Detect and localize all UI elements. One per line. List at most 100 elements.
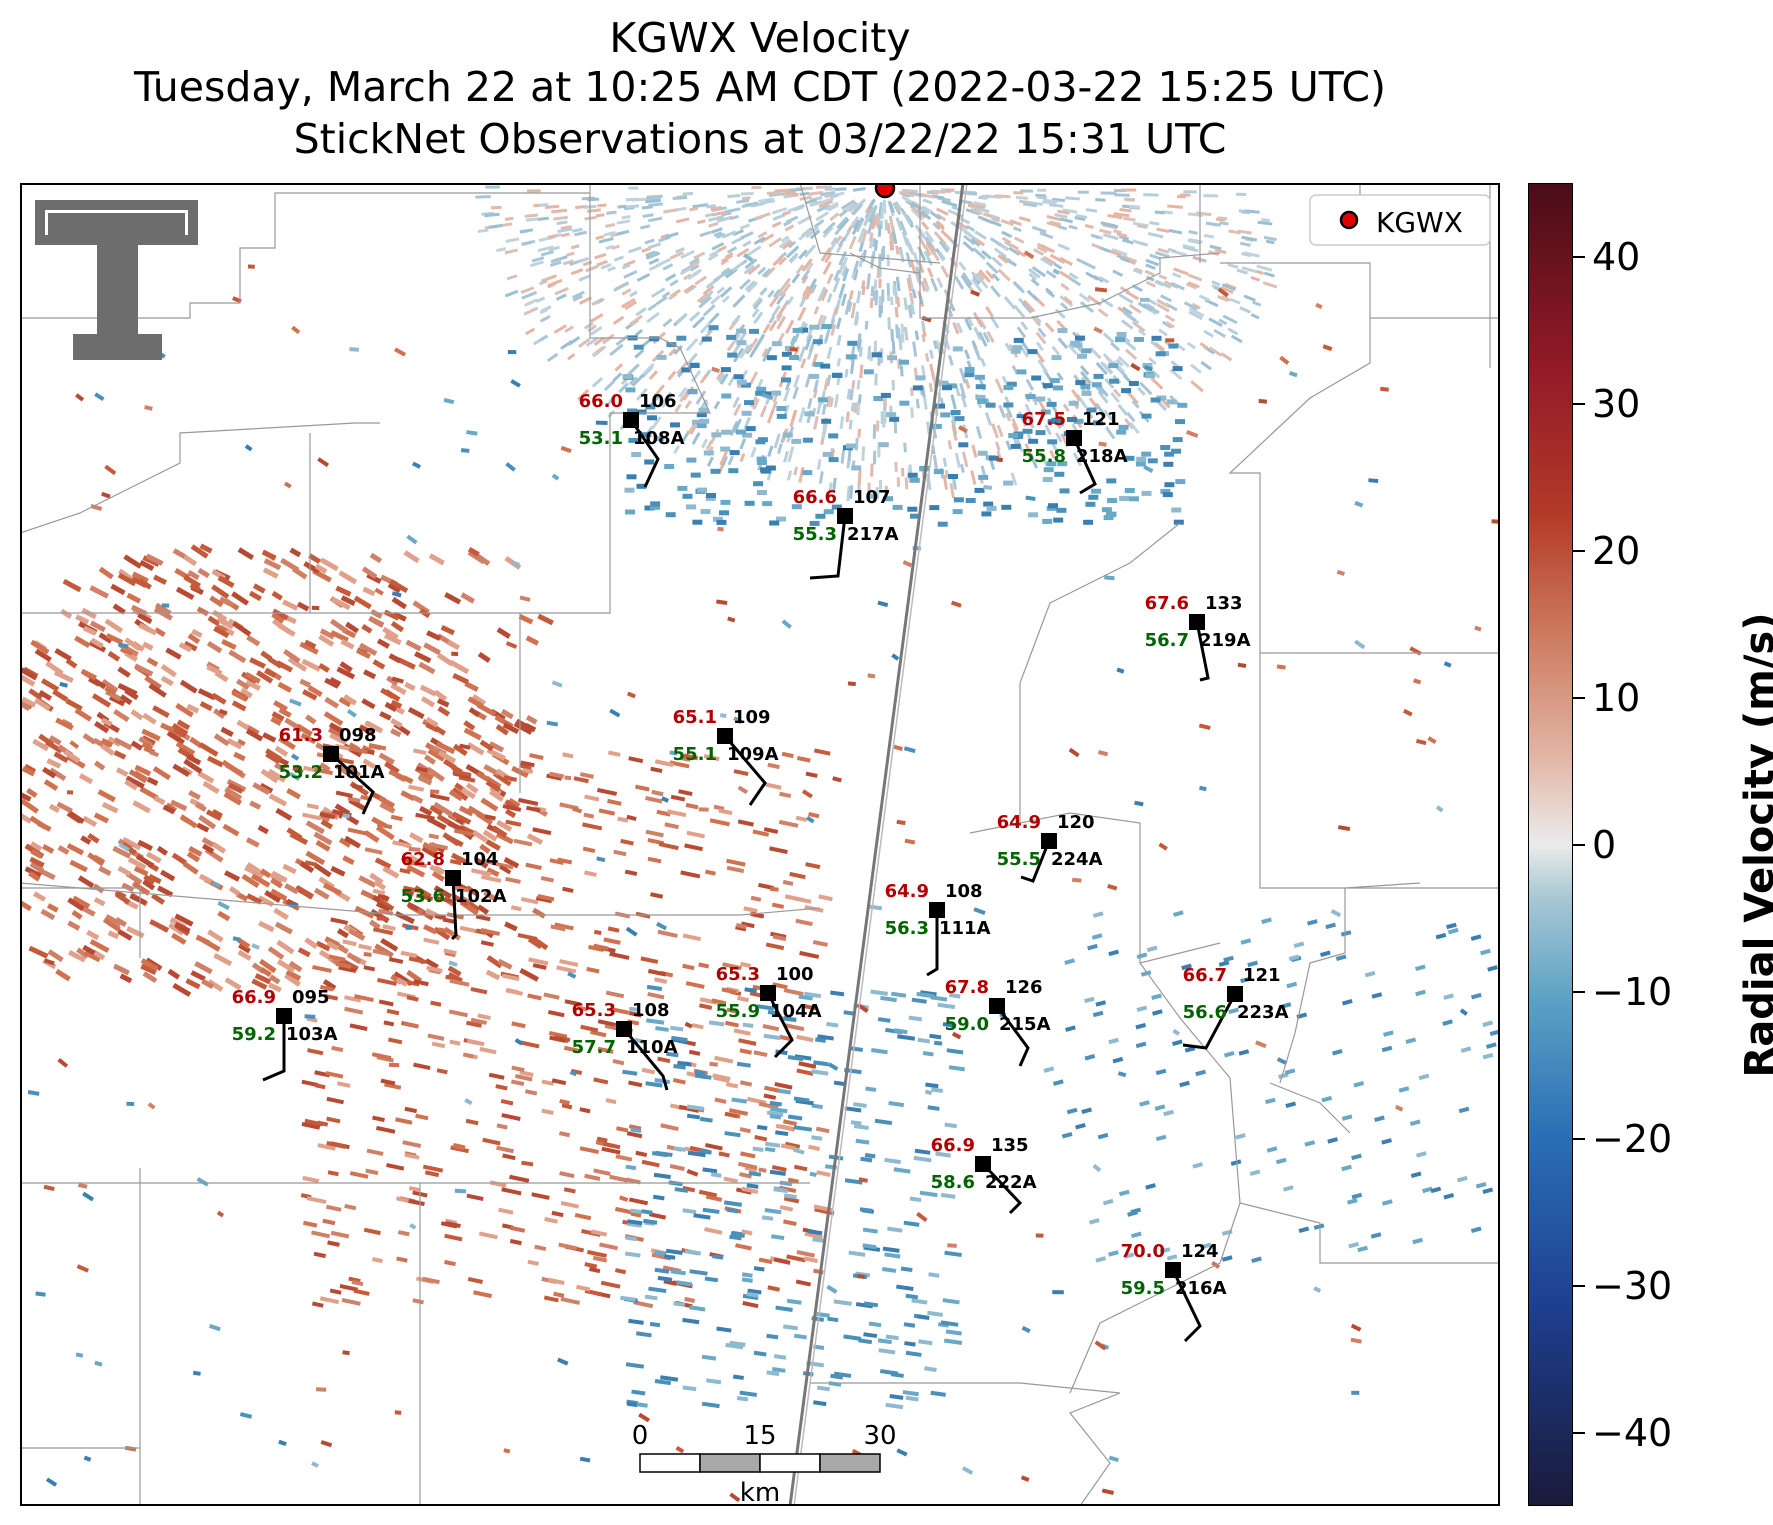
wind-barb [622, 1028, 669, 1091]
station-215A: 67.8 126 59.0 215A [945, 977, 1051, 1067]
title-line-1: KGWX Velocity [609, 14, 911, 62]
station-223A: 66.7 121 56.6 223A [1182, 965, 1289, 1050]
station-222A: 66.9 135 58.6 222A [931, 1135, 1037, 1215]
radar-echoes [20, 185, 1500, 1503]
colorbar-tick-label: −30 [1592, 1263, 1673, 1308]
highway-line [788, 183, 965, 1506]
colorbar-tick-mark [1573, 549, 1585, 552]
colorbar-tick-mark [1573, 1284, 1585, 1287]
station-marker [837, 508, 853, 524]
station-103A: 66.9 095 59.2 103A [232, 987, 338, 1082]
scale-bar: 0 15 30 km [632, 1421, 897, 1506]
colorbar-label: Radial Velocity (m/s) [1737, 612, 1773, 1078]
station-224A: 64.9 120 55.5 224A [997, 812, 1103, 883]
station-temperature: 61.3 [279, 725, 323, 746]
station-id: 101A [333, 762, 385, 783]
station-pressure: 108 [945, 881, 983, 902]
station-id: 222A [985, 1172, 1037, 1193]
wind-barb [262, 1016, 286, 1082]
station-id: 109A [727, 744, 779, 765]
station-marker [760, 985, 776, 1001]
colorbar-tick-mark [1573, 1137, 1585, 1140]
station-dewpoint: 53.1 [579, 428, 623, 449]
station-temperature: 66.9 [232, 987, 276, 1008]
station-marker [1066, 430, 1082, 446]
colorbar-tick-label: 0 [1592, 822, 1617, 867]
station-marker [929, 902, 945, 918]
colorbar-tick-label: 30 [1592, 381, 1641, 426]
station-temperature: 70.0 [1121, 1241, 1165, 1262]
colorbar-tick-mark [1573, 402, 1585, 405]
station-dewpoint: 58.6 [931, 1172, 975, 1193]
station-temperature: 64.9 [997, 812, 1041, 833]
wind-barb [1171, 1269, 1202, 1343]
station-id: 217A [847, 524, 899, 545]
colorbar-tick-mark [1573, 990, 1585, 993]
station-dewpoint: 53.6 [401, 886, 445, 907]
station-id: 110A [626, 1037, 678, 1058]
station-temperature: 65.3 [572, 1000, 616, 1021]
station-marker [989, 998, 1005, 1014]
station-temperature: 65.3 [716, 964, 760, 985]
station-marker [1189, 614, 1205, 630]
legend-label: KGWX [1376, 206, 1463, 239]
station-dewpoint: 56.7 [1145, 630, 1189, 651]
colorbar-tick-mark [1573, 696, 1585, 699]
station-id: 104A [770, 1001, 822, 1022]
wind-barb [1182, 993, 1237, 1050]
station-temperature: 66.9 [931, 1135, 975, 1156]
station-pressure: 106 [639, 391, 677, 412]
station-pressure: 107 [853, 487, 891, 508]
colorbar-tick-label: −40 [1592, 1410, 1673, 1455]
wind-barb [1072, 437, 1097, 495]
title-line-2: Tuesday, March 22 at 10:25 AM CDT (2022-… [133, 63, 1386, 111]
colorbar-tick-label: −10 [1592, 969, 1673, 1014]
station-102A: 62.8 104 53.6 102A [401, 849, 507, 941]
wind-barb [450, 877, 458, 941]
radar-site-marker [874, 183, 896, 199]
station-id: 215A [999, 1014, 1051, 1035]
station-pressure: 135 [991, 1135, 1029, 1156]
texas-tech-logo [35, 200, 198, 360]
station-temperature: 66.6 [793, 487, 837, 508]
station-216A: 70.0 124 59.5 216A [1121, 1241, 1227, 1343]
station-id: 111A [939, 918, 991, 939]
station-pressure: 098 [339, 725, 377, 746]
station-110A: 65.3 108 57.7 110A [572, 1000, 678, 1091]
station-pressure: 121 [1082, 409, 1120, 430]
station-pressure: 120 [1057, 812, 1095, 833]
station-217A: 66.6 107 55.3 217A [793, 487, 899, 580]
station-dewpoint: 57.7 [572, 1037, 616, 1058]
station-218A: 67.5 121 55.8 218A [1022, 409, 1128, 495]
station-temperature: 67.6 [1145, 593, 1189, 614]
station-dewpoint: 56.6 [1183, 1002, 1227, 1023]
station-temperature: 65.1 [673, 707, 717, 728]
station-dewpoint: 55.5 [997, 849, 1041, 870]
station-pressure: 133 [1205, 593, 1243, 614]
station-marker [276, 1008, 292, 1024]
station-marker [323, 746, 339, 762]
colorbar-tick-label: 40 [1592, 234, 1641, 279]
station-101A: 61.3 098 53.2 101A [279, 725, 385, 815]
station-dewpoint: 55.8 [1022, 446, 1066, 467]
station-pressure: 121 [1243, 965, 1281, 986]
station-temperature: 66.7 [1183, 965, 1227, 986]
station-marker [1165, 1262, 1181, 1278]
station-dewpoint: 56.3 [885, 918, 929, 939]
station-dewpoint: 55.1 [673, 744, 717, 765]
station-id: 108A [633, 428, 685, 449]
station-dewpoint: 53.2 [279, 762, 323, 783]
scale-tick-0: 0 [632, 1421, 649, 1451]
station-pressure: 126 [1005, 977, 1043, 998]
sticknet-stations: 66.0 106 53.1 108A 67.5 121 55.8 218A 66.6 107 55.… [232, 391, 1289, 1343]
station-id: 223A [1237, 1002, 1289, 1023]
legend-box: KGWX [1309, 194, 1491, 246]
wind-barb [995, 1005, 1030, 1067]
wind-barb [809, 515, 847, 580]
wind-barb [329, 752, 375, 815]
station-id: 219A [1199, 630, 1251, 651]
station-108A: 66.0 106 53.1 108A [579, 391, 685, 488]
colorbar-tick-label: 20 [1592, 528, 1641, 573]
wind-barb [981, 1162, 1023, 1215]
station-dewpoint: 59.2 [232, 1024, 276, 1045]
